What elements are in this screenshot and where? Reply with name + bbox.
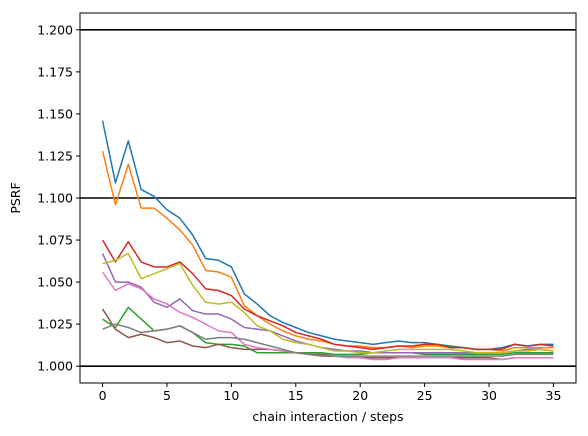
x-tick-label: 10 <box>223 388 239 403</box>
series-line-4 <box>101 239 554 351</box>
y-tick-label: 1.150 <box>37 106 73 121</box>
series-lines <box>101 120 554 361</box>
series-line-9 <box>102 252 554 354</box>
x-tick-label: 35 <box>546 388 562 403</box>
y-axis-label: PSRF <box>8 182 23 213</box>
x-tick-label: 5 <box>163 388 171 403</box>
x-tick-label: 0 <box>99 388 107 403</box>
x-axis-label: chain interaction / steps <box>252 409 403 424</box>
y-tick-label: 1.125 <box>37 148 73 163</box>
series-line-7 <box>101 271 554 361</box>
y-tick-label: 1.075 <box>37 233 73 248</box>
y-tick-label: 1.000 <box>37 359 73 374</box>
x-axis-ticks: 0 5 10 15 20 25 30 35 <box>99 383 562 403</box>
x-tick-label: 30 <box>481 388 497 403</box>
y-tick-label: 1.100 <box>37 191 73 206</box>
series-line-8 <box>102 323 554 357</box>
y-axis-ticks: 1.000 1.025 1.050 1.075 1.100 1.125 1.150 1.175… <box>37 22 80 374</box>
y-tick-label: 1.025 <box>37 317 73 332</box>
series-line-2 <box>101 150 554 352</box>
y-tick-label: 1.050 <box>37 275 73 290</box>
x-tick-label: 25 <box>417 388 433 403</box>
series-line-6 <box>101 308 554 361</box>
x-tick-label: 20 <box>352 388 368 403</box>
y-tick-label: 1.175 <box>37 64 73 79</box>
x-tick-label: 15 <box>288 388 304 403</box>
y-tick-label: 1.200 <box>37 22 73 37</box>
series-line-1 <box>101 120 554 351</box>
reference-lines <box>80 29 576 367</box>
series-line-3 <box>102 306 554 356</box>
